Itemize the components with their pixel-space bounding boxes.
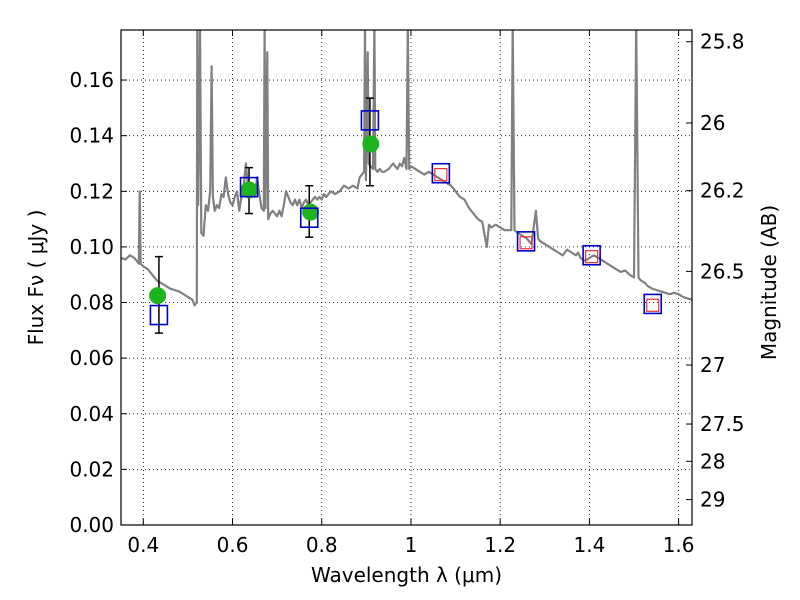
x-tick-label: 0.8 (306, 533, 338, 557)
plot-series (121, 30, 692, 334)
model-square (431, 162, 451, 184)
y-tick-label: 0.16 (69, 68, 114, 92)
y-tick-label: 0.12 (69, 179, 114, 203)
model-square-small (519, 236, 533, 250)
y-tick-label: 0.06 (69, 346, 114, 370)
y-tick-label: 0.04 (69, 402, 114, 426)
right-y-axis-label: Magnitude (AB) (757, 205, 781, 360)
model-square-small (434, 168, 448, 182)
y-axis-label: Flux Fν ( μJy ) (24, 210, 48, 346)
x-tick-label: 1.6 (663, 533, 695, 557)
model-square (239, 176, 259, 198)
x-tick-label: 1 (405, 533, 418, 557)
right-tick-label: 28 (700, 449, 725, 473)
observed-point (149, 287, 167, 305)
model-square-small (646, 298, 660, 312)
right-tick-label: 26 (700, 111, 725, 135)
model-square (516, 231, 536, 252)
y-tick-label: 0.00 (69, 513, 114, 537)
x-axis-label: Wavelength λ (μm) (311, 563, 502, 587)
model-square (360, 110, 380, 131)
plot-frame (120, 29, 693, 526)
right-tick-label: 26.5 (700, 259, 745, 283)
model-square-small (585, 250, 599, 264)
axis-ticks: 0.4 0.6 0.8 1 1.2 1.4 1.6 0.00 0.02 0.04 0.06 0.08 0… (69, 30, 744, 557)
right-tick-label: 26.2 (700, 179, 745, 203)
model-square (149, 304, 169, 326)
model-square (643, 293, 663, 315)
x-tick-label: 1.2 (484, 533, 516, 557)
y-tick-label: 0.10 (69, 235, 114, 259)
plot-area (121, 30, 692, 334)
x-tick-label: 0.4 (127, 533, 159, 557)
model-square (582, 244, 601, 266)
right-tick-label: 27 (700, 353, 725, 377)
observed-point (362, 135, 380, 153)
grid (121, 30, 692, 526)
observed-point (302, 203, 320, 221)
x-tick-label: 0.6 (217, 533, 249, 557)
model-spectrum-line (121, 30, 692, 307)
y-tick-label: 0.08 (69, 291, 114, 315)
x-tick-label: 1.4 (573, 533, 605, 557)
right-tick-label: 25.8 (700, 30, 745, 54)
y-tick-label: 0.02 (69, 457, 114, 481)
y-tick-label: 0.14 (69, 124, 114, 148)
model-square (299, 207, 319, 229)
right-tick-label: 29 (700, 488, 725, 512)
right-tick-label: 27.5 (700, 412, 745, 436)
observed-point (240, 181, 258, 199)
